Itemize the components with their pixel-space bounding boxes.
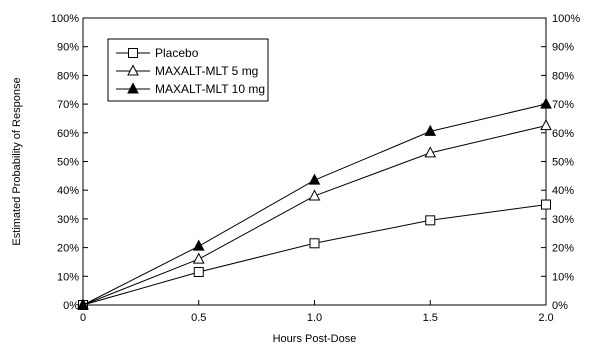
- y-tick-label-right: 70%: [552, 99, 574, 111]
- x-tick-label: 2.0: [538, 312, 553, 324]
- x-tick-label: 0: [80, 312, 86, 324]
- y-tick-label-right: 100%: [552, 13, 580, 25]
- x-tick-label: 0.5: [191, 312, 206, 324]
- y-tick-label-left: 0%: [63, 300, 79, 312]
- x-tick-label: 1.5: [423, 312, 438, 324]
- series-2: [77, 119, 552, 310]
- data-point: [424, 146, 437, 158]
- series-line: [82, 125, 547, 306]
- data-point: [540, 119, 552, 131]
- x-ticks: 0 0.5 1.0 1.5 2.0: [80, 300, 554, 324]
- y-tick-label-right: 60%: [552, 128, 574, 140]
- series-line: [82, 204, 547, 306]
- series-line: [82, 103, 547, 306]
- legend-marker: [127, 64, 139, 76]
- y-tick-label-left: 40%: [57, 185, 79, 197]
- data-point: [424, 124, 437, 136]
- y-tick-label-left: 100%: [51, 13, 79, 25]
- data-point: [77, 298, 89, 310]
- y-tick-label-right: 10%: [552, 271, 574, 283]
- data-point: [425, 215, 436, 226]
- y-tick-label-right: 50%: [552, 157, 574, 169]
- y-tick-label-left: 80%: [57, 70, 79, 82]
- legend-label: Placebo: [155, 46, 199, 60]
- data-point: [308, 173, 321, 185]
- data-point: [192, 252, 205, 264]
- data-point: [540, 97, 552, 109]
- series-group: [77, 97, 552, 310]
- legend-marker: [128, 48, 138, 58]
- data-point: [308, 189, 321, 201]
- legend: Placebo MAXALT-MLT 5 mg MAXALT-MLT 10 mg: [107, 38, 269, 102]
- data-point: [541, 199, 551, 210]
- y-ticks-left: 0% 10% 20% 30% 40% 50% 60% 70% 80% 90% 100%: [51, 13, 88, 312]
- legend-label: MAXALT-MLT 5 mg: [155, 64, 258, 78]
- y-tick-label-right: 40%: [552, 185, 574, 197]
- y-tick-label-right: 80%: [552, 70, 574, 82]
- legend-marker: [127, 82, 139, 94]
- y-tick-label-right: 30%: [552, 214, 574, 226]
- y-tick-label-left: 60%: [57, 128, 79, 140]
- y-tick-label-left: 90%: [57, 42, 79, 54]
- legend-label: MAXALT-MLT 10 mg: [155, 82, 265, 96]
- x-tick-label: 1.0: [307, 312, 322, 324]
- data-point: [309, 238, 320, 249]
- series-3: [77, 97, 552, 310]
- series-1: [78, 199, 551, 310]
- y-tick-label-left: 10%: [57, 271, 79, 283]
- x-axis-label: Hours Post-Dose: [273, 333, 357, 345]
- y-tick-label-right: 20%: [552, 243, 574, 255]
- y-tick-label-right: 0%: [552, 300, 568, 312]
- data-point: [193, 266, 204, 277]
- y-tick-label-left: 20%: [57, 243, 79, 255]
- y-tick-label-left: 30%: [57, 214, 79, 226]
- y-ticks-right: 0% 10% 20% 30% 40% 50% 60% 70% 80% 90% 100%: [541, 13, 580, 312]
- y-axis-label: Estimated Probability of Response: [11, 77, 23, 245]
- data-point: [192, 239, 205, 251]
- y-tick-label-right: 90%: [552, 42, 574, 54]
- y-tick-label-left: 70%: [57, 99, 79, 111]
- y-tick-label-left: 50%: [57, 157, 79, 169]
